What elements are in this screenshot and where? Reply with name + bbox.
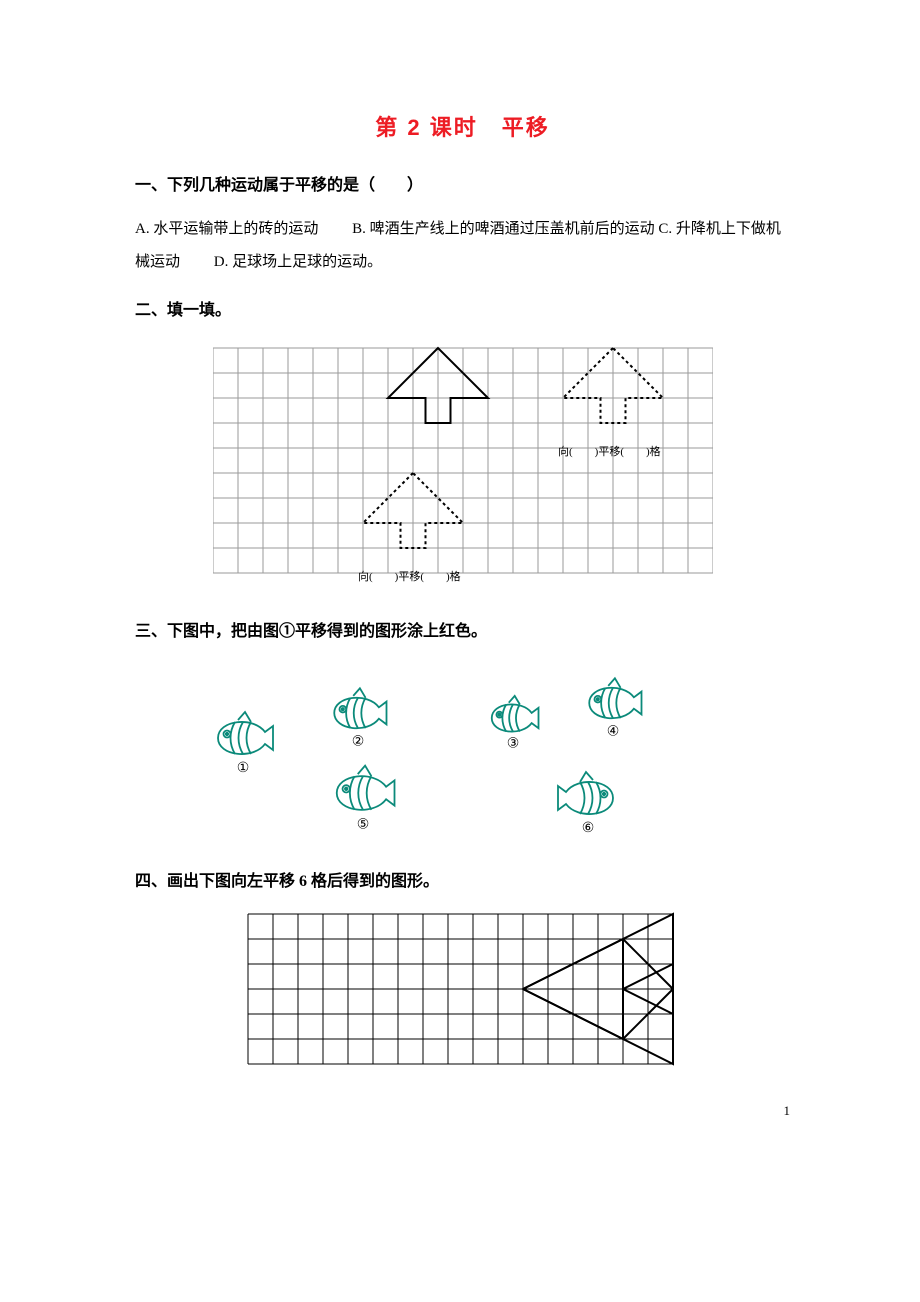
lesson-title: 第 2 课时 平移 — [135, 110, 790, 142]
q4-grid-figure — [243, 909, 683, 1079]
svg-text:④: ④ — [606, 725, 619, 740]
svg-text:③: ③ — [506, 737, 519, 752]
svg-text:向( )平移( )格: 向( )平移( )格 — [358, 569, 461, 583]
q4-heading: 四、画出下图向左平移 6 格后得到的图形。 — [135, 868, 790, 897]
q1-optA: A. 水平运输带上的砖的运动 — [135, 221, 318, 237]
q2-heading: 二、填一填。 — [135, 297, 790, 326]
q3-fish-figure: ① ② ⑤ ③ ④ ⑥ — [183, 658, 743, 858]
svg-text:⑥: ⑥ — [581, 821, 594, 836]
q1-optB: B. 啤酒生产线上的啤酒通过压盖机前后的运动 — [352, 221, 655, 237]
page-number: 1 — [784, 1103, 791, 1119]
svg-text:②: ② — [351, 735, 364, 750]
svg-text:⑤: ⑤ — [356, 818, 369, 833]
q1-optD: D. 足球场上足球的运动。 — [214, 254, 382, 270]
q1-options: A. 水平运输带上的砖的运动 B. 啤酒生产线上的啤酒通过压盖机前后的运动 C.… — [135, 213, 790, 279]
q2-grid-figure: 向( )平移( )格 向( )平移( )格 — [213, 338, 713, 598]
q1-heading: 一、下列几种运动属于平移的是（ ） — [135, 172, 790, 201]
svg-text:①: ① — [236, 761, 249, 776]
svg-text:向( )平移( )格: 向( )平移( )格 — [558, 444, 661, 458]
q3-heading: 三、下图中，把由图①平移得到的图形涂上红色。 — [135, 618, 790, 647]
